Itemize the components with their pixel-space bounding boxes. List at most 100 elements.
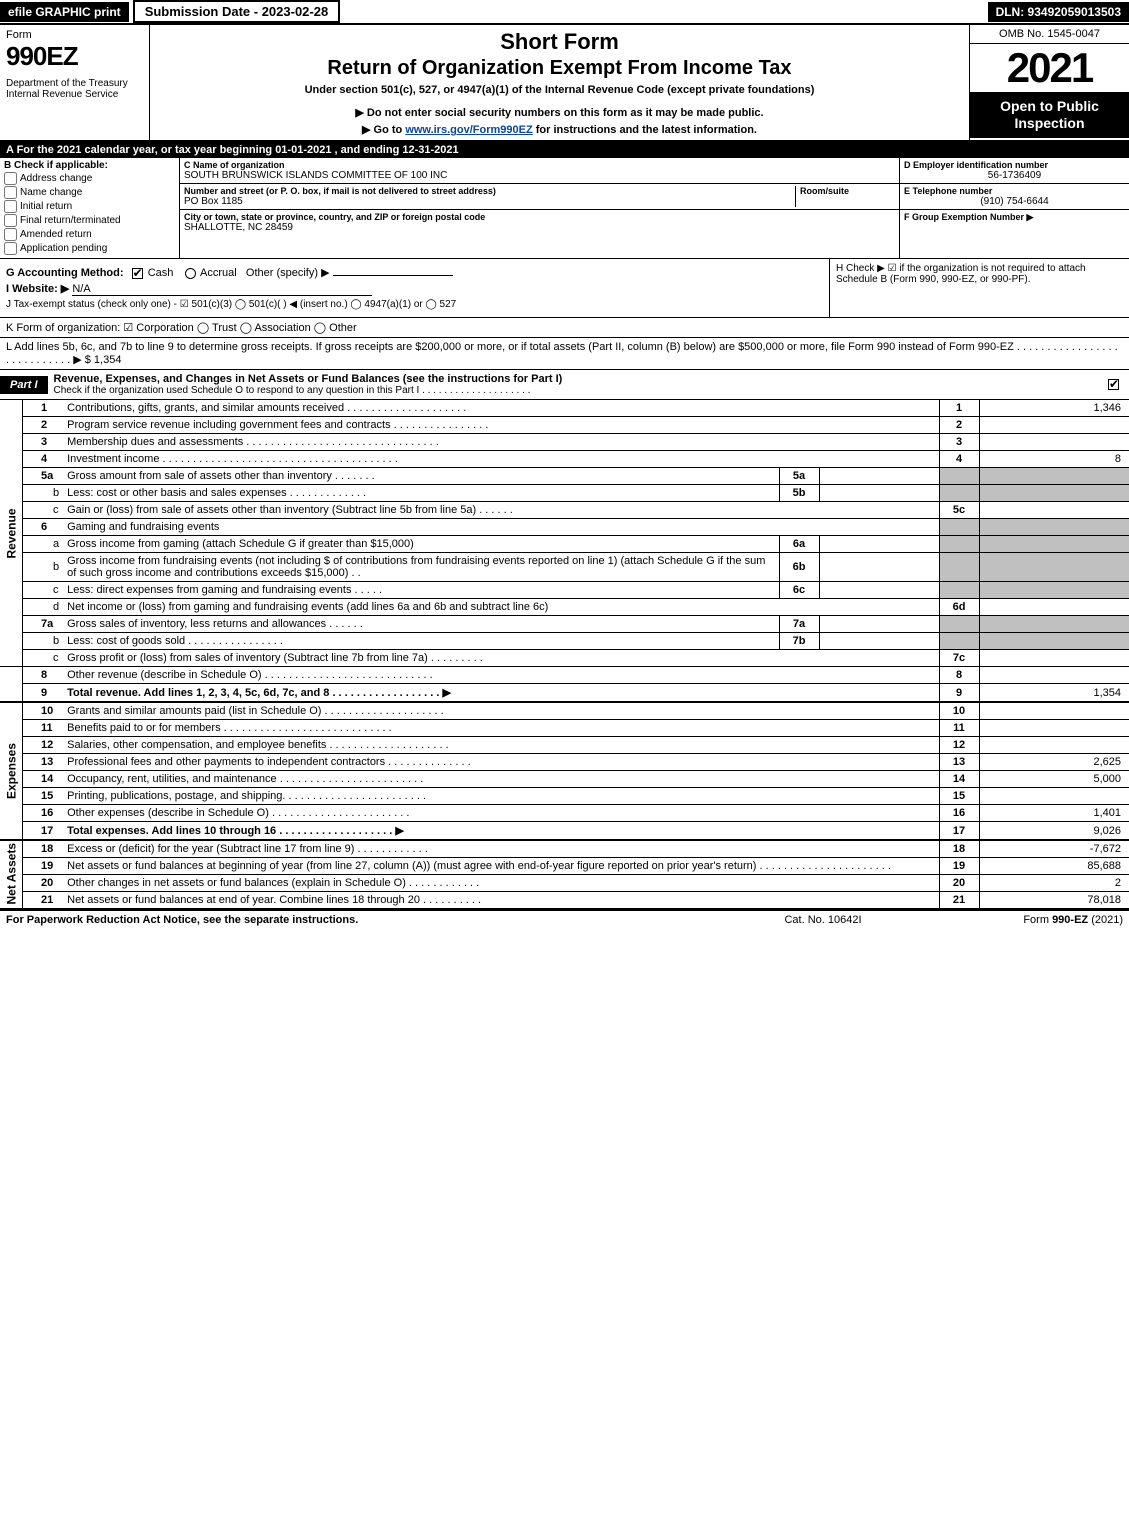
col-c-org-info: C Name of organization SOUTH BRUNSWICK I… — [180, 158, 899, 258]
line-19-num: 19 — [23, 858, 64, 875]
other-specify-input[interactable] — [333, 275, 453, 276]
phone-value: (910) 754-6644 — [904, 196, 1125, 207]
line-19-desc: Net assets or fund balances at beginning… — [63, 858, 939, 875]
line-5a-inval[interactable] — [819, 468, 939, 485]
line-7c-num: c — [23, 650, 64, 667]
line-g-accounting: G Accounting Method: Cash Accrual Other … — [6, 266, 823, 279]
chk-application-pending[interactable]: Application pending — [4, 242, 175, 255]
line-4-desc: Investment income . . . . . . . . . . . … — [63, 451, 939, 468]
row-ghij: G Accounting Method: Cash Accrual Other … — [0, 259, 1129, 318]
line-6a-desc: Gross income from gaming (attach Schedul… — [63, 536, 779, 553]
line-9-ln: 9 — [939, 684, 979, 703]
line-16-desc: Other expenses (describe in Schedule O) … — [63, 805, 939, 822]
line-7a-grey — [939, 616, 979, 633]
city-label: City or town, state or province, country… — [184, 212, 895, 222]
chk-initial-return[interactable]: Initial return — [4, 200, 175, 213]
header-center: Short Form Return of Organization Exempt… — [150, 25, 969, 140]
line-5a-desc: Gross amount from sale of assets other t… — [63, 468, 779, 485]
line-5a-grey — [939, 468, 979, 485]
line-1-num: 1 — [23, 400, 64, 417]
line-15-num: 15 — [23, 788, 64, 805]
col-b-applicable: B Check if applicable: Address change Na… — [0, 158, 180, 258]
line-16-num: 16 — [23, 805, 64, 822]
line-6d-desc: Net income or (loss) from gaming and fun… — [63, 599, 939, 616]
org-name-label: C Name of organization — [184, 160, 895, 170]
line-10-desc: Grants and similar amounts paid (list in… — [63, 702, 939, 720]
header-right: OMB No. 1545-0047 2021 Open to Public In… — [969, 25, 1129, 140]
line-6c-num: c — [23, 582, 64, 599]
top-bar: efile GRAPHIC print Submission Date - 20… — [0, 0, 1129, 25]
instructions-link-line: ▶ Go to www.irs.gov/Form990EZ for instru… — [156, 123, 963, 136]
row-l-gross-receipts: L Add lines 5b, 6c, and 7b to line 9 to … — [0, 338, 1129, 370]
chk-cash[interactable] — [132, 268, 143, 279]
form-subtitle: Under section 501(c), 527, or 4947(a)(1)… — [156, 84, 963, 96]
line-12-amt — [979, 737, 1129, 754]
part1-sub: Check if the organization used Schedule … — [54, 385, 1100, 396]
line-i-website: I Website: ▶ N/A — [6, 282, 823, 296]
footer-paperwork: For Paperwork Reduction Act Notice, see … — [6, 914, 723, 926]
line-8-amt — [979, 667, 1129, 684]
line-11-ln: 11 — [939, 720, 979, 737]
tax-year: 2021 — [970, 44, 1129, 92]
line-7b-desc: Less: cost of goods sold . . . . . . . .… — [63, 633, 779, 650]
irs-link[interactable]: www.irs.gov/Form990EZ — [405, 124, 532, 136]
line-4-amt: 8 — [979, 451, 1129, 468]
phone-label: E Telephone number — [904, 186, 1125, 196]
line-13-num: 13 — [23, 754, 64, 771]
line-19-amt: 85,688 — [979, 858, 1129, 875]
line-5b-num: b — [23, 485, 64, 502]
line-j-tax-exempt: J Tax-exempt status (check only one) - ☑… — [6, 299, 823, 310]
side-expenses: Expenses — [0, 702, 23, 840]
chk-schedule-o-part1[interactable] — [1108, 379, 1119, 390]
line-6-grey — [939, 519, 979, 536]
line-5a-num: 5a — [23, 468, 64, 485]
part1-tag: Part I — [0, 376, 48, 394]
department-label: Department of the Treasury Internal Reve… — [6, 78, 143, 100]
line-7a-num: 7a — [23, 616, 64, 633]
line-6a-inlab: 6a — [779, 536, 819, 553]
line-7a-grey-amt — [979, 616, 1129, 633]
chk-final-return[interactable]: Final return/terminated — [4, 214, 175, 227]
chk-name-change[interactable]: Name change — [4, 186, 175, 199]
note2-pre: ▶ Go to — [362, 124, 405, 136]
dln-label: DLN: 93492059013503 — [988, 2, 1129, 22]
line-5b-inval[interactable] — [819, 485, 939, 502]
line-6-grey-amt — [979, 519, 1129, 536]
line-1-ln: 1 — [939, 400, 979, 417]
efile-label[interactable]: efile GRAPHIC print — [0, 2, 129, 22]
line-18-desc: Excess or (deficit) for the year (Subtra… — [63, 840, 939, 858]
line-7c-ln: 7c — [939, 650, 979, 667]
line-17-amt: 9,026 — [979, 822, 1129, 841]
line-6b-inval[interactable] — [819, 553, 939, 582]
line-10-num: 10 — [23, 702, 64, 720]
line-7c-amt — [979, 650, 1129, 667]
line-6d-num: d — [23, 599, 64, 616]
line-14-num: 14 — [23, 771, 64, 788]
line-20-ln: 20 — [939, 875, 979, 892]
line-11-amt — [979, 720, 1129, 737]
group-exemption-label: F Group Exemption Number ▶ — [904, 212, 1125, 223]
chk-accrual[interactable] — [185, 268, 196, 279]
line-12-num: 12 — [23, 737, 64, 754]
line-6-num: 6 — [23, 519, 64, 536]
line-6c-inval[interactable] — [819, 582, 939, 599]
col-def: D Employer identification number 56-1736… — [899, 158, 1129, 258]
section-bcdef: B Check if applicable: Address change Na… — [0, 158, 1129, 259]
line-6b-grey — [939, 553, 979, 582]
line-7b-inval[interactable] — [819, 633, 939, 650]
line-6d-ln: 6d — [939, 599, 979, 616]
line-7a-inval[interactable] — [819, 616, 939, 633]
line-7c-desc: Gross profit or (loss) from sales of inv… — [63, 650, 939, 667]
open-to-public: Open to Public Inspection — [970, 92, 1129, 138]
line-21-num: 21 — [23, 892, 64, 909]
line-10-amt — [979, 702, 1129, 720]
line-6a-inval[interactable] — [819, 536, 939, 553]
chk-address-change[interactable]: Address change — [4, 172, 175, 185]
line-21-ln: 21 — [939, 892, 979, 909]
submission-date: Submission Date - 2023-02-28 — [133, 0, 341, 23]
line-1-desc: Contributions, gifts, grants, and simila… — [63, 400, 939, 417]
line-20-amt: 2 — [979, 875, 1129, 892]
line-15-ln: 15 — [939, 788, 979, 805]
line-11-desc: Benefits paid to or for members . . . . … — [63, 720, 939, 737]
chk-amended-return[interactable]: Amended return — [4, 228, 175, 241]
